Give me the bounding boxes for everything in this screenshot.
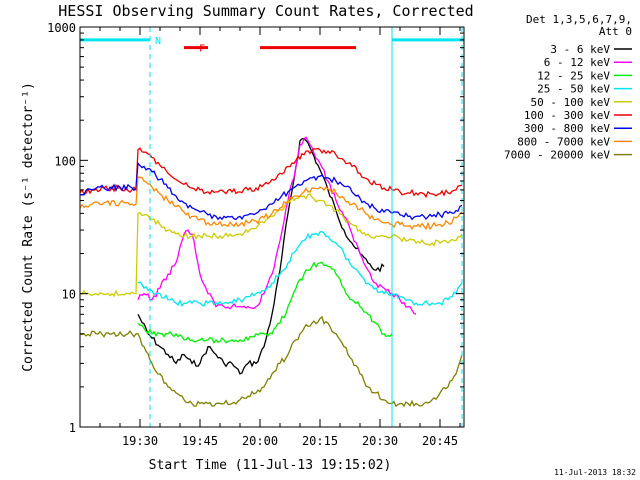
series-line-6 [79,161,463,221]
x-tick-label-1: 19:45 [182,434,218,448]
y-tick-label-1: 10 [62,288,76,302]
flag-label-1: F [199,44,205,55]
series-line-3 [137,230,463,308]
flag-label-0: N [155,36,161,47]
series-line-0 [137,138,385,375]
y-axis-label: Corrected Count Rate (s⁻¹ detector⁻¹) [21,82,36,372]
legend-label-5: 100 - 300 keV [524,109,610,122]
x-tick-label-3: 20:15 [302,434,338,448]
y-tick-label-3: 1000 [47,21,76,35]
y-tick-label-0: 1 [69,421,76,435]
series-line-1 [137,136,417,315]
chart-title: HESSI Observing Summary Count Rates, Cor… [58,2,473,20]
legend-label-8: 7000 - 20000 keV [504,149,610,162]
legend-label-2: 12 - 25 keV [537,69,610,82]
legend-label-1: 6 - 12 keV [544,56,611,69]
series-line-5 [79,147,463,199]
legend-header-1: Att 0 [599,25,632,38]
boundary-layer [149,27,463,427]
series-line-7 [79,176,463,231]
plot-frame [79,26,465,428]
tick-layer: 19:30 19:45 20:00 20:15 20:30 20:45 1 10 100 1000 [47,21,464,448]
x-tick-label-5: 20:45 [422,434,458,448]
series-layer [79,136,463,408]
series-line-8 [79,315,463,408]
legend-label-6: 300 - 800 keV [524,122,610,135]
legend-header-0: Det 1,3,5,6,7,9, [526,13,632,26]
x-tick-label-4: 20:30 [362,434,398,448]
legend-label-0: 3 - 6 keV [550,43,610,56]
y-tick-label-2: 100 [54,154,76,168]
legend-label-4: 50 - 100 keV [531,96,611,109]
x-axis-label: Start Time (11-Jul-13 19:15:02) [149,458,392,473]
x-tick-label-2: 20:00 [242,434,278,448]
x-tick-label-0: 19:30 [122,434,158,448]
series-line-2 [137,261,393,345]
series-line-4 [79,193,463,298]
footer-timestamp: 11-Jul-2013 18:32 [554,468,636,477]
flag-layer: NF [80,36,464,55]
legend-label-7: 800 - 7000 keV [517,135,610,148]
legend-label-3: 25 - 50 keV [537,83,610,96]
